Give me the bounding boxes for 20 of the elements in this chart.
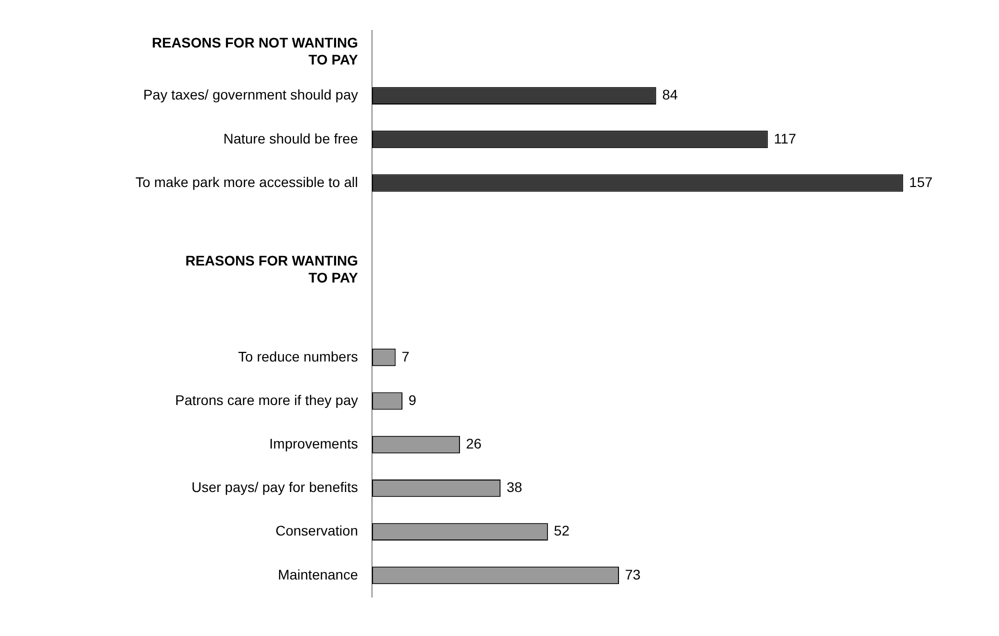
y-tick-label: Maintenance — [278, 566, 358, 582]
y-tick-label: Nature should be free — [223, 130, 358, 146]
data-label: 26 — [466, 435, 482, 452]
y-tick-label: Pay taxes/ government should pay — [143, 86, 358, 103]
y-tick-label: User pays/ pay for benefits — [191, 479, 358, 496]
y-tick-label: To make park more accessible to all — [135, 174, 358, 190]
y-tick-label: To reduce numbers — [238, 348, 358, 364]
y-tick-label: REASONS FOR WANTING TO PAY — [185, 252, 359, 286]
y-tick-label: REASONS FOR NOT WANTING TO PAY — [152, 34, 359, 68]
data-label: 73 — [624, 566, 641, 582]
data-label: 9 — [408, 392, 416, 408]
data-label: 38 — [506, 479, 522, 496]
data-label: 157 — [909, 174, 933, 190]
data-label: 52 — [554, 522, 570, 539]
data-label: 117 — [774, 130, 796, 146]
y-tick-label: Patrons care more if they pay — [175, 392, 358, 408]
data-label: 84 — [662, 86, 678, 103]
y-tick-label: Conservation — [276, 522, 358, 539]
data-label: 7 — [402, 348, 410, 364]
y-tick-label: Improvements — [269, 435, 358, 452]
